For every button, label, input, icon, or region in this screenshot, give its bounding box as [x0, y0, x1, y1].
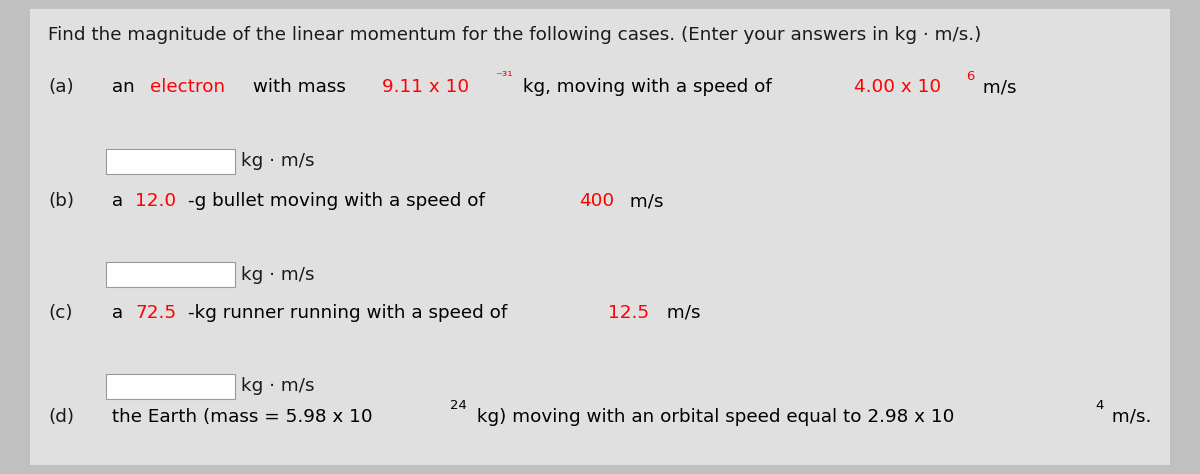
- Text: with mass: with mass: [247, 78, 352, 96]
- Text: electron: electron: [150, 78, 226, 96]
- Text: (a): (a): [48, 78, 73, 96]
- Text: ⁻³¹: ⁻³¹: [494, 70, 512, 82]
- Text: kg · m/s: kg · m/s: [241, 152, 314, 170]
- Text: 24: 24: [450, 399, 467, 412]
- Text: 6: 6: [966, 70, 974, 82]
- Text: kg · m/s: kg · m/s: [241, 377, 314, 395]
- FancyBboxPatch shape: [106, 263, 235, 287]
- Text: kg · m/s: kg · m/s: [241, 266, 314, 284]
- Text: kg) moving with an orbital speed equal to 2.98 x 10: kg) moving with an orbital speed equal t…: [472, 408, 955, 426]
- Text: a: a: [106, 303, 128, 321]
- Text: 12.5: 12.5: [608, 303, 649, 321]
- Text: a: a: [106, 192, 128, 210]
- Text: 4.00 x 10: 4.00 x 10: [853, 78, 941, 96]
- Text: an: an: [106, 78, 140, 96]
- FancyBboxPatch shape: [30, 9, 1170, 465]
- Text: m/s: m/s: [977, 78, 1016, 96]
- Text: 72.5: 72.5: [136, 303, 176, 321]
- Text: 12.0: 12.0: [136, 192, 176, 210]
- Text: kg, moving with a speed of: kg, moving with a speed of: [517, 78, 778, 96]
- Text: -g bullet moving with a speed of: -g bullet moving with a speed of: [188, 192, 491, 210]
- Text: the Earth (mass = 5.98 x 10: the Earth (mass = 5.98 x 10: [106, 408, 372, 426]
- Text: (d): (d): [48, 408, 74, 426]
- Text: (c): (c): [48, 303, 73, 321]
- Text: 4: 4: [1096, 399, 1104, 412]
- Text: 400: 400: [578, 192, 614, 210]
- FancyBboxPatch shape: [106, 374, 235, 399]
- Text: 9.11 x 10: 9.11 x 10: [383, 78, 469, 96]
- Text: (b): (b): [48, 192, 74, 210]
- Text: -kg runner running with a speed of: -kg runner running with a speed of: [188, 303, 514, 321]
- FancyBboxPatch shape: [106, 148, 235, 173]
- Text: Find the magnitude of the linear momentum for the following cases. (Enter your a: Find the magnitude of the linear momentu…: [48, 26, 982, 44]
- Text: m/s: m/s: [661, 303, 701, 321]
- Text: m/s: m/s: [624, 192, 664, 210]
- Text: m/s.: m/s.: [1106, 408, 1151, 426]
